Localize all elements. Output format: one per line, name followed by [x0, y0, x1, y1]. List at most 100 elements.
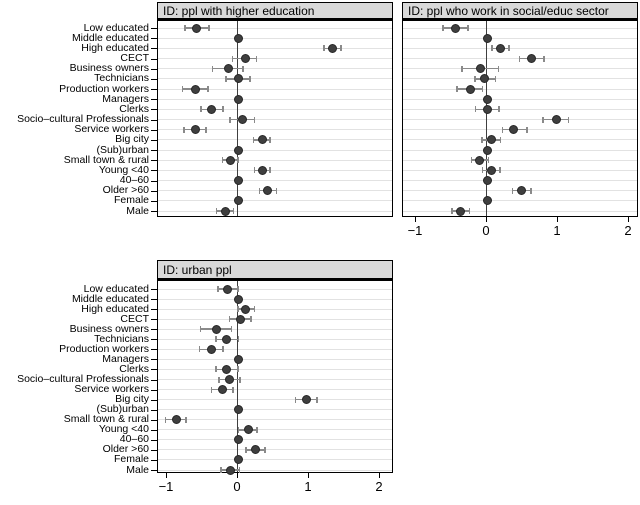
estimate-dot — [222, 284, 232, 294]
category-label: Female — [113, 453, 149, 466]
gridline — [158, 210, 392, 212]
ci-cap — [184, 25, 186, 31]
ci-cap — [451, 208, 453, 214]
ci-cap — [164, 416, 167, 423]
gridline — [403, 200, 637, 202]
category-label: Production workers — [59, 82, 149, 95]
y-tick — [151, 389, 157, 391]
estimate-dot — [466, 84, 476, 94]
ci-cap — [239, 376, 241, 383]
ci-cap — [217, 286, 219, 292]
y-tick — [151, 180, 157, 182]
estimate-dot — [241, 304, 251, 314]
ci-cap — [231, 55, 234, 62]
gridline — [403, 78, 637, 80]
y-tick — [151, 78, 157, 80]
estimate-dot — [207, 104, 217, 114]
gridline — [158, 159, 392, 161]
y-tick — [151, 359, 157, 361]
estimate-dot — [476, 64, 486, 74]
estimate-dot — [482, 145, 492, 155]
category-label: Socio–cultural Professionals — [17, 113, 149, 125]
category-label: Male — [126, 204, 149, 217]
gridline — [158, 149, 392, 151]
category-label: Managers — [102, 352, 149, 365]
ci-cap — [252, 136, 255, 143]
gridline — [403, 27, 637, 29]
estimate-dot — [222, 334, 232, 344]
y-tick — [151, 289, 157, 290]
ci-cap — [253, 116, 256, 123]
category-label: Managers — [102, 92, 149, 105]
gridline — [158, 399, 392, 401]
ci-cap — [526, 126, 528, 133]
ci-cap — [498, 106, 500, 113]
panel-header-higher-education: ID: ppl with higher education — [157, 2, 393, 19]
gridline — [158, 108, 392, 110]
x-tick — [486, 217, 487, 222]
estimate-dot — [233, 354, 243, 364]
category-label: CECT — [120, 312, 149, 325]
ci-cap — [237, 336, 240, 343]
ci-cap — [228, 316, 231, 323]
category-label: Big city — [115, 393, 149, 406]
gridline — [403, 47, 637, 49]
estimate-dot — [482, 94, 492, 104]
ci-cap — [474, 106, 477, 113]
y-tick — [151, 449, 157, 451]
y-tick — [151, 170, 157, 172]
ci-cap — [543, 55, 545, 62]
gridline — [158, 298, 392, 300]
y-tick — [151, 419, 157, 421]
ci-cap — [210, 386, 213, 393]
category-label: (Sub)urban — [96, 143, 149, 156]
category-label: Clerks — [119, 362, 149, 375]
gridline — [403, 37, 637, 39]
gridline — [158, 409, 392, 411]
zero-reference-line — [236, 21, 238, 216]
panel-title: ID: ppl who work in social/educ sector — [408, 3, 609, 18]
ci-cap — [468, 208, 470, 214]
y-tick — [151, 309, 157, 311]
y-tick — [151, 89, 157, 90]
gridline — [158, 200, 392, 202]
ci-cap — [340, 45, 342, 52]
ci-cap — [499, 167, 501, 174]
ci-cap — [470, 157, 473, 164]
y-tick — [151, 409, 157, 411]
zero-reference-line — [485, 21, 487, 216]
x-tick — [237, 473, 238, 478]
x-tick-label: 2 — [624, 223, 632, 238]
ci-cap — [461, 65, 463, 72]
ci-cap — [183, 126, 185, 133]
y-tick — [151, 470, 157, 471]
ci-cap — [237, 426, 240, 433]
ci-cap — [258, 187, 261, 194]
estimate-dot — [482, 196, 492, 206]
ci-cap — [208, 25, 210, 31]
ci-cap — [487, 157, 490, 164]
y-tick — [151, 429, 157, 431]
gridline — [158, 328, 392, 330]
category-label: Business owners — [69, 62, 149, 75]
y-tick — [151, 99, 157, 101]
estimate-dot — [250, 445, 260, 455]
gridline — [158, 139, 392, 141]
estimate-dot — [480, 74, 490, 84]
y-tick — [151, 139, 157, 141]
y-tick — [151, 399, 157, 401]
ci-cap — [499, 136, 502, 143]
category-label: Small town & rural — [63, 153, 149, 166]
panel-plot-higher-education — [157, 19, 393, 217]
gridline — [158, 119, 392, 120]
estimate-dot — [263, 186, 273, 196]
panel-header-social-educ-sector: ID: ppl who work in social/educ sector — [402, 2, 638, 19]
x-tick — [415, 217, 416, 222]
panel-title: ID: urban ppl — [163, 262, 232, 277]
gridline — [158, 389, 392, 391]
x-tick-label: 0 — [233, 479, 241, 494]
y-tick — [151, 119, 157, 121]
ci-cap — [255, 55, 258, 62]
ci-cap — [211, 65, 214, 72]
estimate-dot — [233, 455, 243, 465]
